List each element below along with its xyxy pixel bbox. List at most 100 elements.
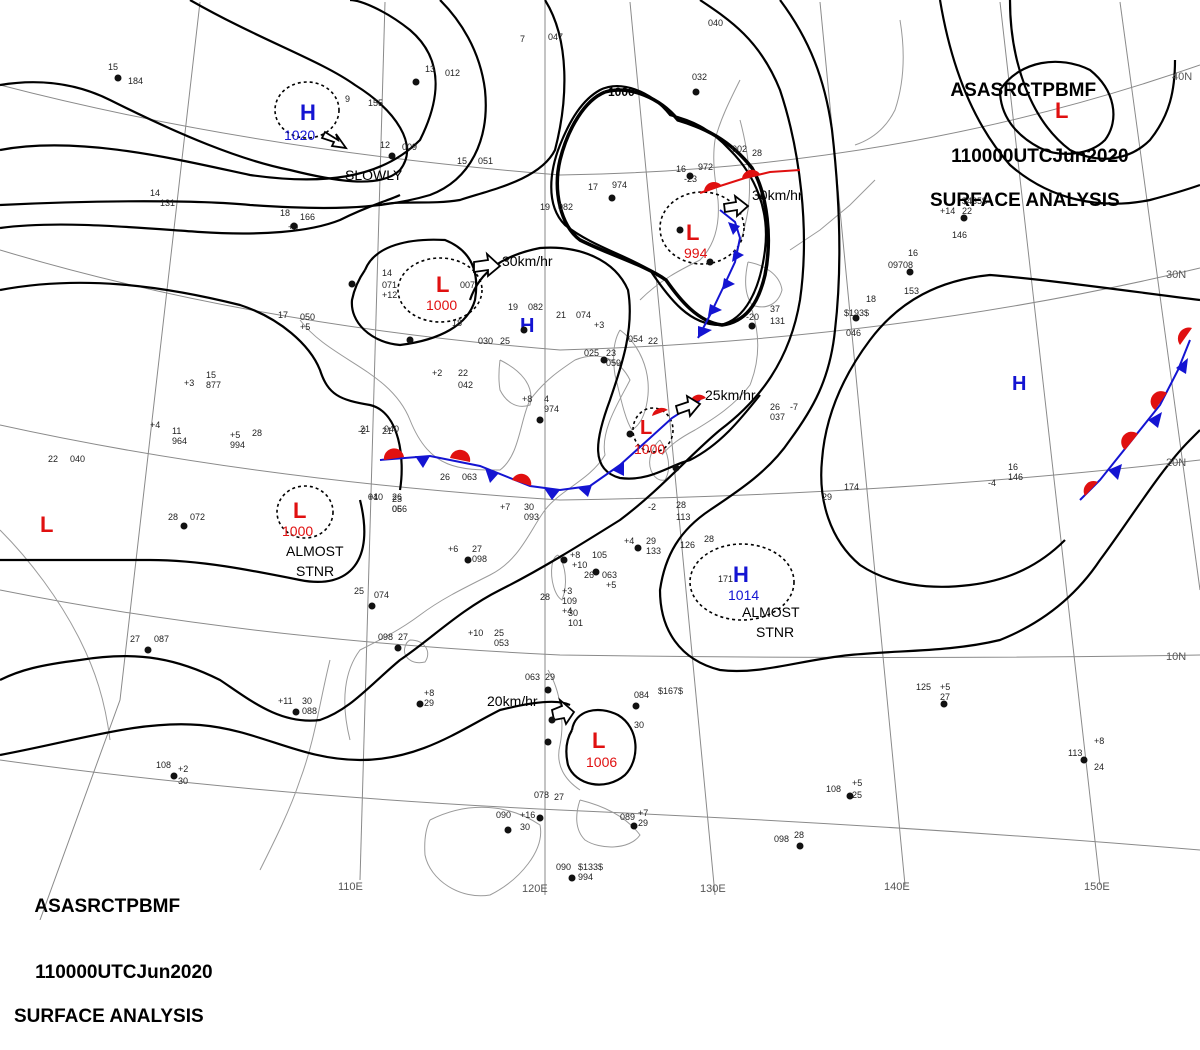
- station-value: +4: [150, 420, 160, 430]
- station-value: 26: [440, 472, 450, 482]
- station-value: 28: [752, 148, 762, 158]
- station-value: 16: [908, 248, 918, 258]
- stationary-label-east-2: STNR: [756, 624, 794, 640]
- station-dot: [406, 336, 414, 344]
- station-value: 090: [496, 810, 511, 820]
- station-value: 30: [524, 502, 534, 512]
- station-value: 18: [280, 208, 290, 218]
- station-value: 037: [770, 412, 785, 422]
- lat-label: 30N: [1166, 269, 1186, 281]
- station-value: 994: [578, 872, 593, 882]
- station-dot: [630, 822, 638, 830]
- station-dot: [676, 226, 684, 234]
- station-value: +10: [468, 628, 483, 638]
- station-value: 098: [378, 632, 393, 642]
- station-value: $193$: [844, 308, 869, 318]
- station-value: 877: [206, 380, 221, 390]
- station-value: 15: [457, 156, 467, 166]
- station-value: 27: [130, 634, 140, 644]
- hokkaido: [745, 261, 783, 308]
- isobar-4: [0, 194, 401, 235]
- station-value: 174: [844, 482, 859, 492]
- station-value: 19: [508, 302, 518, 312]
- station-value: +5: [300, 322, 310, 332]
- cold-front-barb: [612, 462, 624, 476]
- korea-coast: [613, 329, 649, 431]
- cold-front-barb: [485, 468, 499, 483]
- cold-front-barb: [544, 488, 560, 500]
- header-line-1: ASASRCTPBMF: [14, 874, 213, 917]
- station-value: 009: [402, 142, 417, 152]
- station-dot: [672, 464, 680, 472]
- front-line: [379, 399, 701, 492]
- station-value: 972: [698, 162, 713, 172]
- station-value: 087: [154, 634, 169, 644]
- header-line-2: 110000UTCJun2020: [930, 124, 1128, 167]
- station-value: 11: [172, 426, 181, 436]
- station-value: 30: [302, 696, 312, 706]
- warm-front-scallop: [383, 448, 404, 460]
- station-value: 19: [540, 202, 550, 212]
- station-value: -20: [746, 312, 759, 322]
- station-value: 082: [558, 202, 573, 212]
- station-value: 082: [528, 302, 543, 312]
- station-value: 37: [770, 304, 780, 314]
- station-value: 066: [392, 504, 407, 514]
- warm-front-scallop: [1083, 481, 1098, 496]
- station-value: +14: [940, 206, 955, 216]
- cold-front-north: [697, 209, 744, 339]
- station-dot: [388, 152, 396, 160]
- station-value: 27: [398, 632, 408, 642]
- ring-low-1000-mid: [397, 257, 483, 323]
- station-value: 05: [392, 504, 402, 514]
- station-dot: [796, 842, 804, 850]
- warm-front-scallop: [450, 449, 471, 462]
- isobar-7: [379, 0, 566, 207]
- pressure-centers: H 1020 H H H 1014 L L 994 L 1000 L 1000 …: [40, 98, 1068, 770]
- station-dot: [940, 700, 948, 708]
- header-issuer: RCTP: [87, 896, 139, 917]
- station-value: 166: [300, 212, 315, 222]
- station-value: 072: [190, 512, 205, 522]
- low-center-value: 1000: [426, 297, 457, 313]
- station-value: 15: [206, 370, 216, 380]
- stationary-label-west-1: ALMOST: [286, 543, 344, 559]
- stationary-label-west-2: STNR: [296, 563, 334, 579]
- stationary-front-east: [1079, 327, 1192, 501]
- station-value: 109: [562, 596, 577, 606]
- station-dot: [600, 356, 608, 364]
- motion-arrow-30kmhr-mid: [473, 251, 502, 278]
- isobar-1000-thick: [555, 88, 771, 327]
- station-value: 29: [822, 492, 832, 502]
- low-center-value: 1000: [634, 441, 665, 457]
- warm-front-scallop: [1150, 391, 1167, 410]
- station-value: +12: [382, 290, 397, 300]
- station-value: 078: [534, 790, 549, 800]
- motion-label-20kmhr: 20km/hr: [487, 693, 538, 709]
- header-time: 110000UTC: [35, 962, 137, 983]
- station-value: 29: [545, 672, 555, 682]
- station-value: 30: [520, 822, 530, 832]
- station-value: +6: [448, 544, 458, 554]
- motion-label-25kmhr: 25km/hr: [705, 387, 756, 403]
- station-value: 040: [70, 454, 85, 464]
- station-value: 28: [540, 592, 550, 602]
- station-value: 146: [952, 230, 967, 240]
- station-value: 30: [568, 608, 578, 618]
- station-value: 23: [606, 348, 616, 358]
- station-value: +7: [638, 808, 648, 818]
- ring-high-1014: [689, 543, 795, 621]
- station-value: 25: [500, 336, 510, 346]
- station-value: 108: [156, 760, 171, 770]
- station-value: +5: [230, 430, 240, 440]
- station-dot: [504, 826, 512, 834]
- isobar-1: [0, 0, 409, 183]
- station-value: 059: [606, 358, 621, 368]
- station-value: 18: [452, 318, 462, 328]
- station-dot: [180, 522, 188, 530]
- ring-low-994: [659, 191, 745, 265]
- header-product: ASAS: [34, 896, 88, 917]
- station-value: 131: [770, 316, 785, 326]
- station-value: 09708: [888, 260, 913, 270]
- station-dot: [906, 268, 914, 276]
